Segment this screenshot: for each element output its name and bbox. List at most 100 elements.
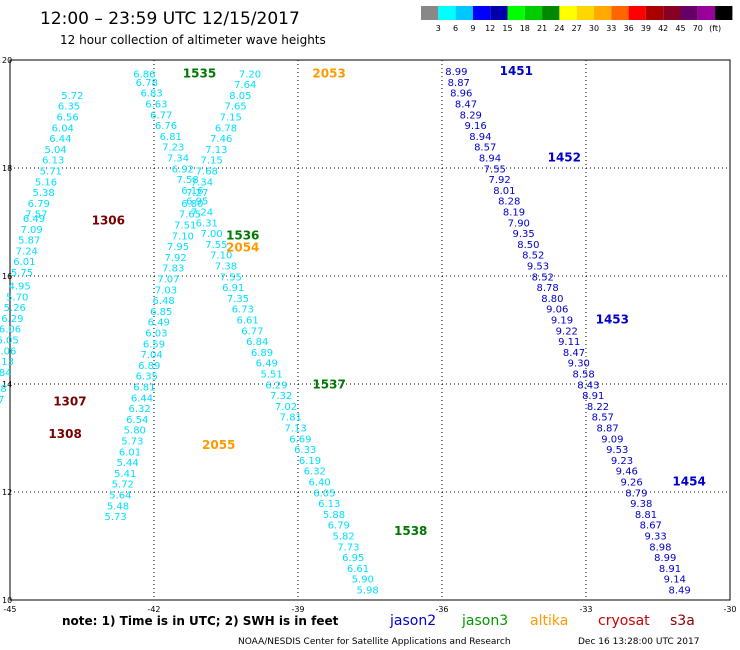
grid-lines bbox=[10, 60, 730, 600]
swh-value: 6.81 bbox=[133, 382, 155, 393]
swh-value: 6.05 bbox=[313, 488, 335, 499]
swh-value: 6.35 bbox=[136, 372, 158, 383]
swh-value: 6.48 bbox=[152, 296, 174, 307]
footer-note: note: 1) Time is in UTC; 2) SWH is in fe… bbox=[62, 614, 339, 628]
swh-value: 8.94 bbox=[469, 132, 491, 143]
satellite-legend: jason2 jason3 altika cryosat s3a bbox=[389, 613, 695, 629]
swh-value: 7.68 bbox=[196, 166, 218, 177]
swh-value: 6.86 bbox=[133, 69, 155, 80]
swh-value: 5.64 bbox=[109, 490, 131, 501]
swh-value: 6.95 bbox=[186, 197, 208, 208]
scale-swatch bbox=[680, 6, 698, 20]
scale-label: 30 bbox=[589, 24, 599, 33]
swh-value: 6.78 bbox=[215, 123, 237, 134]
y-tick-label: 12 bbox=[2, 488, 12, 497]
swh-value: 7.13 bbox=[284, 424, 306, 435]
swh-value: 6.89 bbox=[138, 361, 160, 372]
swh-value: 6.04 bbox=[52, 123, 74, 134]
swh-value: 6.33 bbox=[294, 445, 316, 456]
swh-value: 9.46 bbox=[616, 467, 638, 478]
scale-label: 6 bbox=[453, 24, 458, 33]
swh-value: 5.72 bbox=[112, 480, 134, 491]
swh-value: 8.96 bbox=[450, 89, 472, 100]
swh-value: 6.49 bbox=[148, 318, 170, 329]
satellite-label: jason2 bbox=[389, 613, 436, 629]
swh-value: 7.51 bbox=[174, 220, 196, 231]
swh-value: 5.90 bbox=[352, 575, 374, 586]
scale-swatch bbox=[559, 6, 577, 20]
swh-value: 7.64 bbox=[234, 80, 256, 91]
swh-value: 6.89 bbox=[251, 348, 273, 359]
swh-value: 8.28 bbox=[498, 197, 520, 208]
scale-swatch bbox=[576, 6, 594, 20]
footer-credit: NOAA/NESDIS Center for Satellite Applica… bbox=[238, 637, 511, 647]
scale-label: 21 bbox=[537, 24, 547, 33]
scale-label: 45 bbox=[675, 24, 685, 33]
swh-value: 7.92 bbox=[488, 175, 510, 186]
swh-value: 8.19 bbox=[503, 208, 525, 219]
x-tick-label: -30 bbox=[723, 605, 736, 614]
swh-value: 7.57 bbox=[25, 210, 47, 221]
swh-value: 6.31 bbox=[196, 218, 218, 229]
swh-value: 8.80 bbox=[541, 294, 563, 305]
swh-value: 6.61 bbox=[236, 316, 258, 327]
swh-value: 6.77 bbox=[150, 110, 172, 121]
swh-value: 7.92 bbox=[164, 253, 186, 264]
y-tick-label: 14 bbox=[2, 380, 12, 389]
swh-value: 6.69 bbox=[289, 434, 311, 445]
swh-value: 8.57 bbox=[474, 143, 496, 154]
swh-value: 6.13 bbox=[42, 156, 64, 167]
scale-swatch bbox=[421, 6, 439, 20]
swh-value: 7.81 bbox=[280, 413, 302, 424]
swh-value: 6.59 bbox=[143, 339, 165, 350]
scale-label: 42 bbox=[658, 24, 668, 33]
swh-value: 8.67 bbox=[640, 521, 662, 532]
pass-number: 1452 bbox=[548, 151, 581, 165]
swh-value: 7.15 bbox=[220, 112, 242, 123]
scale-label: 39 bbox=[641, 24, 651, 33]
swh-value: 7.24 bbox=[191, 208, 213, 219]
swh-value: 6.91 bbox=[222, 283, 244, 294]
swh-value: 8.05 bbox=[229, 91, 251, 102]
pass-number: 1451 bbox=[500, 64, 533, 78]
swh-value: 6.13 bbox=[318, 499, 340, 510]
swh-value: 7.10 bbox=[172, 231, 194, 242]
swh-value: 6.95 bbox=[342, 553, 364, 564]
scale-label: 27 bbox=[572, 24, 582, 33]
swh-value: 7.73 bbox=[337, 542, 359, 553]
swh-value: 8.22 bbox=[587, 402, 609, 413]
x-tick-label: -36 bbox=[435, 605, 448, 614]
scale-swatch bbox=[628, 6, 646, 20]
swh-value: 9.11 bbox=[558, 337, 580, 348]
swh-value: 9.38 bbox=[630, 499, 652, 510]
scale-swatch bbox=[507, 6, 525, 20]
swh-value: 5.72 bbox=[61, 91, 83, 102]
swh-value: 7.23 bbox=[162, 143, 184, 154]
swh-value: 5.16 bbox=[35, 177, 57, 188]
swh-value: 5.88 bbox=[323, 510, 345, 521]
swh-value: 8.94 bbox=[479, 154, 501, 165]
scale-swatch bbox=[542, 6, 560, 20]
swh-value: 6.81 bbox=[160, 132, 182, 143]
y-tick-label: 18 bbox=[2, 164, 12, 173]
swh-value: 7.55 bbox=[205, 240, 227, 251]
swh-value: 7.46 bbox=[210, 134, 232, 145]
swh-value: 8.01 bbox=[493, 186, 515, 197]
satellite-label: cryosat bbox=[598, 613, 650, 629]
swh-value: 6.01 bbox=[119, 447, 141, 458]
swh-value: 6.29 bbox=[1, 314, 23, 325]
swh-value: 6.83 bbox=[140, 89, 162, 100]
swh-value: 6.16 bbox=[181, 186, 203, 197]
swh-value: 8.79 bbox=[625, 488, 647, 499]
swh-value: 7.27 bbox=[186, 188, 208, 199]
x-tick-label: -33 bbox=[579, 605, 592, 614]
pass-number: 1306 bbox=[92, 214, 125, 228]
swh-value: 6.49 bbox=[23, 214, 45, 225]
swh-value: 9.26 bbox=[620, 478, 642, 489]
pass-number: 1538 bbox=[394, 524, 427, 538]
scale-label: (ft) bbox=[709, 24, 721, 33]
swh-value: 7.58 bbox=[176, 175, 198, 186]
swh-value: 7.13 bbox=[205, 145, 227, 156]
